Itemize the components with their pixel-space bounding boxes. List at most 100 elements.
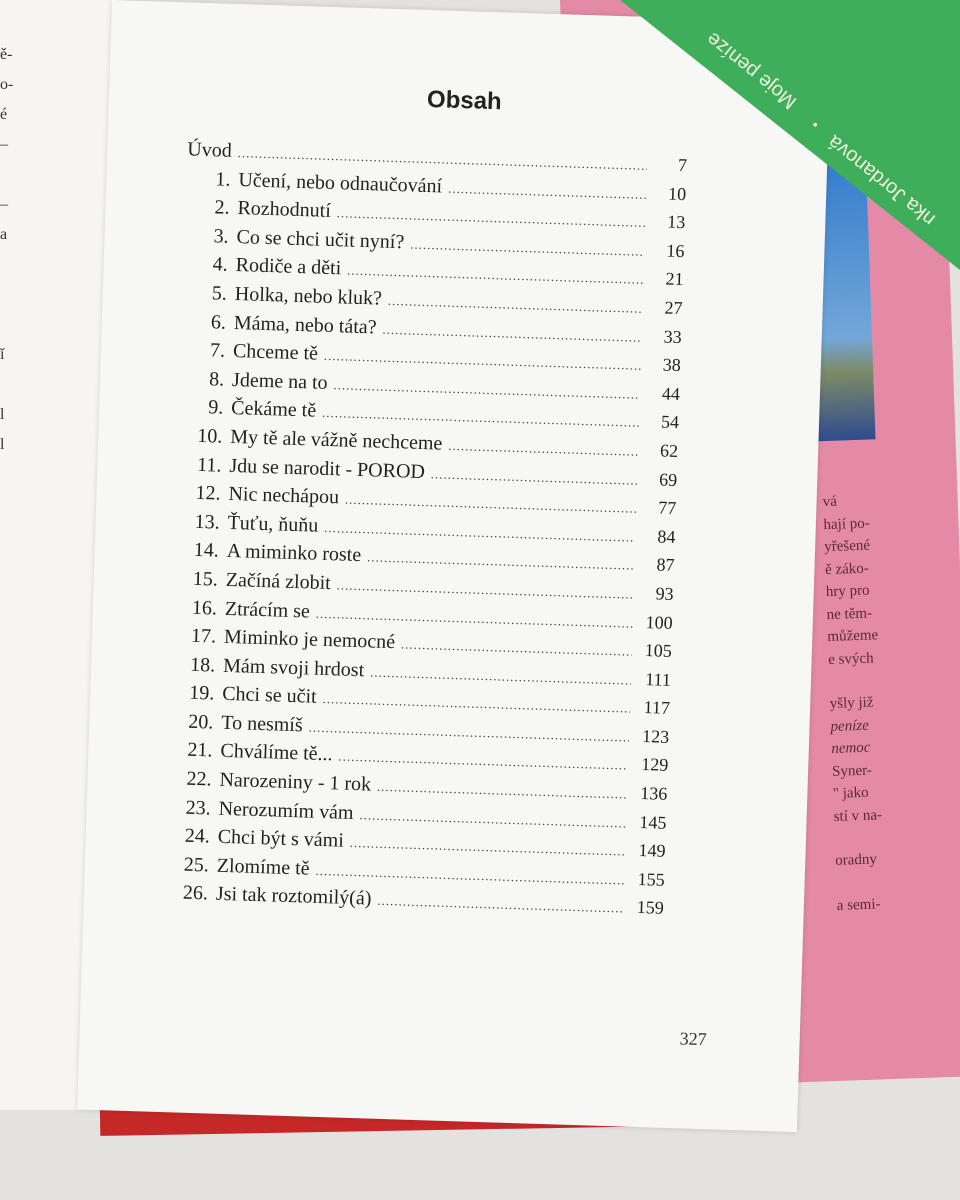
chapter-page: 105 [644,640,673,661]
chapter-number: 21. [187,739,213,762]
chapter-title: Jdeme na to [231,368,328,394]
chapter-title: Chci být s vámi [217,825,345,852]
chapter-number: 13. [194,510,220,534]
chapter-number: 12. [195,481,221,505]
chapter-page: 136 [640,783,668,804]
chapter-number: 19. [188,682,215,705]
chapter-title: Ťuťu, ňuňu [227,511,319,537]
leader-dots [324,520,636,546]
chapter-number: 11. [196,453,222,477]
leader-dots [431,466,638,488]
chapter-page: 27 [664,297,683,319]
leader-dots [322,691,630,717]
leader-dots [349,835,625,860]
text-fragment: – [0,196,8,213]
leader-dots [382,321,642,345]
text-fragment: l [0,436,5,453]
leader-dots [377,893,624,917]
leader-dots [345,492,637,517]
chapter-number: 8. [208,367,225,391]
chapter-title: Jsi tak roztomilý(á) [215,883,372,911]
page-title: Obsah [426,85,503,116]
chapter-number: 25. [183,853,210,877]
leader-dots [333,377,640,403]
text-fragment: – [0,136,8,153]
chapter-title: A miminko roste [226,540,362,567]
text-fragment [0,280,13,310]
text-fragment [0,310,13,340]
chapter-number: 23. [185,796,212,820]
chapter-page: 62 [659,440,679,461]
chapter-title: Rozhodnutí [237,197,332,223]
leader-dots [347,263,644,288]
chapter-page: 16 [666,240,685,261]
chapter-page: 7 [677,154,688,176]
leader-dots [401,636,632,659]
chapter-title: Narozeniny - 1 rok [219,768,372,796]
chapter-page: 13 [666,211,686,233]
chapter-title: To nesmíš [221,711,304,737]
text-fragment: a [0,226,8,243]
chapter-number: 22. [186,767,212,791]
chapter-page: 129 [640,754,669,776]
table-of-contents: Úvod71.Učení, nebo odnaučování102.Rozhod… [163,138,688,925]
leader-dots [322,405,639,431]
chapter-title: Máma, nebo táta? [233,311,377,339]
leader-dots [370,664,631,688]
leader-dots [308,719,629,745]
chapter-title: Rodiče a děti [235,254,342,280]
leader-dots [316,605,633,631]
leader-dots [336,577,633,602]
leader-dots [388,293,643,317]
text-fragment: o- [0,76,14,93]
text-fragment: ǐ [0,346,5,363]
chapter-title: Chválíme tě... [220,740,333,766]
chapter-number: 2. [214,196,230,219]
chapter-page: 87 [656,554,675,576]
chapter-number: 17. [190,624,217,648]
leader-dots [377,779,628,803]
chapter-title: Jdu se narodit - POROD [229,454,426,483]
leader-dots [359,807,626,831]
chapter-page: 77 [658,497,677,519]
chapter-number: 15. [192,567,219,591]
text-fragment [0,370,13,400]
left-page-text: ě-o-é – – a ǐ l l [0,40,13,460]
leader-dots [410,236,645,259]
chapter-title: Zlomíme tě [216,854,310,880]
chapter-title: Mám svoji hrdost [222,654,365,681]
side-page-text: vá hají po-yřešené ě záko-hry pro ne těm-mů… [822,488,937,917]
chapter-page: 69 [658,468,678,490]
chapter-page: 93 [655,583,674,604]
chapter-title: Úvod [186,138,233,162]
chapter-number: 16. [191,596,218,620]
chapter-number: 6. [210,310,227,334]
chapter-page: 84 [657,526,676,547]
chapter-title: Ztrácím se [224,597,311,623]
chapter-page: 33 [663,326,683,347]
chapter-page: 44 [661,383,681,404]
chapter-page: 145 [639,811,667,833]
chapter-page: 54 [660,411,680,433]
leader-dots [367,550,635,574]
chapter-page: 10 [667,183,687,204]
chapter-title: Čekáme tě [230,397,317,422]
leader-dots [448,438,638,460]
chapter-page: 111 [644,668,672,690]
chapter-title: Holka, nebo kluk? [234,282,383,310]
leader-dots [448,180,647,202]
chapter-title: Chceme tě [232,340,319,365]
leader-dots [237,145,647,174]
leader-dots [315,863,625,889]
text-fragment: l [0,406,5,423]
chapter-page: 159 [636,897,665,919]
chapter-title: Nic nechápou [228,483,340,509]
chapter-title: Začíná zlobit [225,568,332,595]
text-fragment: a semi- [836,895,881,914]
chapter-page: 149 [638,840,666,862]
chapter-number: 4. [212,253,229,277]
chapter-number: 24. [184,824,211,848]
chapter-title: Nerozumím vám [218,797,354,824]
leader-dots [324,348,641,374]
chapter-page: 155 [637,868,665,890]
